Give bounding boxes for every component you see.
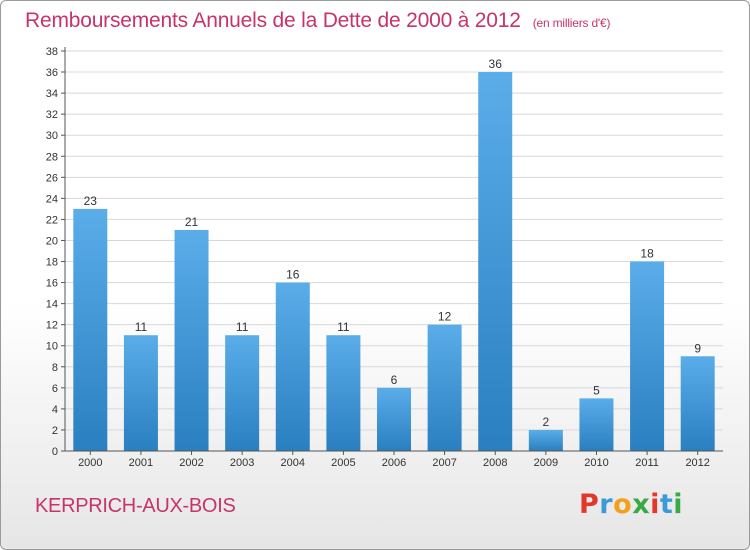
bar-2006	[377, 387, 411, 451]
y-tick-label-22: 22	[46, 214, 58, 226]
x-tick-label-2006: 2006	[382, 457, 406, 469]
y-tick-label-38: 38	[46, 46, 58, 58]
proxiti-logo[interactable]: Proxiti	[579, 489, 683, 520]
value-label-2006: 6	[391, 373, 398, 387]
bar-2009	[528, 429, 563, 451]
bar-2005	[326, 335, 361, 451]
value-label-2007: 12	[438, 310, 452, 324]
value-label-2003: 11	[236, 320, 249, 334]
y-tick-label-16: 16	[46, 278, 58, 290]
x-tick-label-2012: 2012	[685, 457, 709, 469]
y-tick-label-30: 30	[46, 130, 58, 142]
bars	[73, 72, 715, 451]
axes	[61, 47, 723, 455]
y-tick-label-6: 6	[52, 383, 58, 395]
logo-letter: x	[632, 489, 651, 520]
x-tick-label-2001: 2001	[129, 457, 153, 469]
bar-2008	[478, 72, 513, 451]
y-tick-label-4: 4	[52, 404, 58, 416]
value-label-2004: 16	[286, 268, 300, 282]
bar-2007	[427, 324, 462, 451]
chart-subtitle: (en milliers d'€)	[532, 16, 611, 30]
value-label-2012: 9	[694, 341, 701, 355]
logo-letter: t	[659, 489, 674, 520]
commune-name: KERPRICH-AUX-BOIS	[35, 495, 236, 517]
x-tick-label-2000: 2000	[78, 457, 102, 469]
y-tick-label-12: 12	[46, 320, 58, 332]
x-tick-label-2011: 2011	[635, 457, 659, 469]
y-tick-label-36: 36	[46, 67, 58, 79]
x-tick-label-2003: 2003	[230, 457, 254, 469]
logo-letter: r	[599, 489, 614, 520]
x-tick-label-2008: 2008	[483, 457, 507, 469]
y-tick-label-28: 28	[46, 151, 58, 163]
y-tick-label-32: 32	[46, 109, 58, 121]
y-tick-label-14: 14	[46, 299, 58, 311]
x-tick-label-2002: 2002	[179, 457, 203, 469]
logo-letter: P	[579, 489, 600, 520]
logo-letter: i	[673, 489, 684, 520]
y-tick-label-2: 2	[52, 425, 58, 437]
value-labels: 23 11 21 11 16 11 6 12 36 2 5 18 9	[84, 57, 702, 429]
bar-2012	[680, 356, 715, 451]
value-label-2010: 5	[593, 383, 600, 397]
bar-2002	[174, 229, 209, 451]
value-label-2002: 21	[185, 215, 199, 229]
bar-2004	[275, 282, 310, 451]
value-label-2008: 36	[489, 57, 503, 71]
bar-2000	[73, 208, 108, 451]
x-tick-label-2007: 2007	[432, 457, 456, 469]
logo-letter: i	[650, 489, 660, 520]
y-tick-label-24: 24	[46, 193, 58, 205]
y-tick-label-10: 10	[46, 341, 58, 353]
y-tick-label-34: 34	[46, 88, 58, 100]
x-tick-label-2004: 2004	[281, 457, 305, 469]
y-tick-label-0: 0	[52, 446, 58, 458]
y-tick-label-26: 26	[46, 172, 58, 184]
x-tick-labels: 2000 2001 2002 2003 2004 2005 2006 2007 2008 2009…	[78, 457, 710, 469]
bar-2003	[225, 335, 260, 451]
y-tick-label-18: 18	[46, 257, 58, 269]
x-tick-label-2010: 2010	[584, 457, 608, 469]
bar-2001	[123, 335, 158, 451]
bar-2010	[579, 398, 614, 451]
y-tick-label-20: 20	[46, 235, 58, 247]
value-label-2005: 11	[337, 320, 350, 334]
value-label-2001: 11	[135, 320, 148, 334]
value-label-2000: 23	[84, 194, 98, 208]
y-tick-label-8: 8	[52, 362, 58, 374]
chart-title: Remboursements Annuels de la Dette de 20…	[25, 9, 610, 33]
x-tick-label-2005: 2005	[331, 457, 355, 469]
chart-title-text: Remboursements Annuels de la Dette de 20…	[25, 9, 521, 32]
bar-2011	[630, 261, 665, 451]
x-tick-label-2009: 2009	[534, 457, 558, 469]
value-label-2009: 2	[543, 415, 550, 429]
logo-letter: o	[613, 489, 633, 520]
value-label-2011: 18	[640, 247, 654, 261]
